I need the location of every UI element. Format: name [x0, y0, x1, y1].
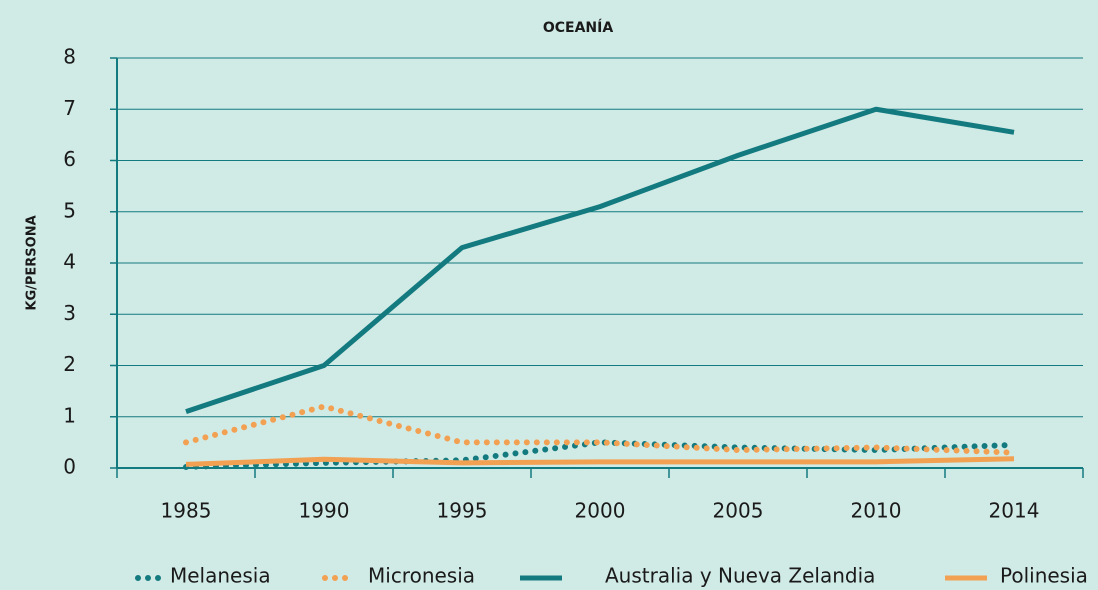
x-tick-label: 1990	[299, 499, 350, 523]
legend-label: Melanesia	[170, 564, 271, 588]
y-tick-label: 0	[63, 455, 76, 479]
y-tick-label: 4	[63, 250, 76, 274]
series-line	[185, 456, 1015, 467]
y-tick-label: 1	[63, 403, 76, 427]
series-line	[185, 106, 1015, 414]
y-tick-label: 8	[63, 45, 76, 69]
series-line	[183, 403, 1017, 456]
y-tick-label: 6	[63, 147, 76, 171]
legend-label: Polinesia	[1000, 564, 1088, 588]
x-tick-label: 1985	[161, 499, 212, 523]
y-tick-label: 2	[63, 352, 76, 376]
x-tick-label: 1995	[437, 499, 488, 523]
y-tick-label: 7	[63, 96, 76, 120]
legend-label: Australia y Nueva Zelandia	[605, 564, 875, 588]
x-tick-label: 2005	[713, 499, 764, 523]
legend-label: Micronesia	[368, 564, 475, 588]
x-tick-label: 2010	[851, 499, 902, 523]
y-tick-label: 3	[63, 301, 76, 325]
x-tick-label: 2014	[989, 499, 1040, 523]
y-tick-label: 5	[63, 198, 76, 222]
y-axis-label: KG/PERSONA	[25, 215, 40, 310]
chart-title: OCEANÍA	[543, 19, 614, 36]
x-tick-label: 2000	[575, 499, 626, 523]
